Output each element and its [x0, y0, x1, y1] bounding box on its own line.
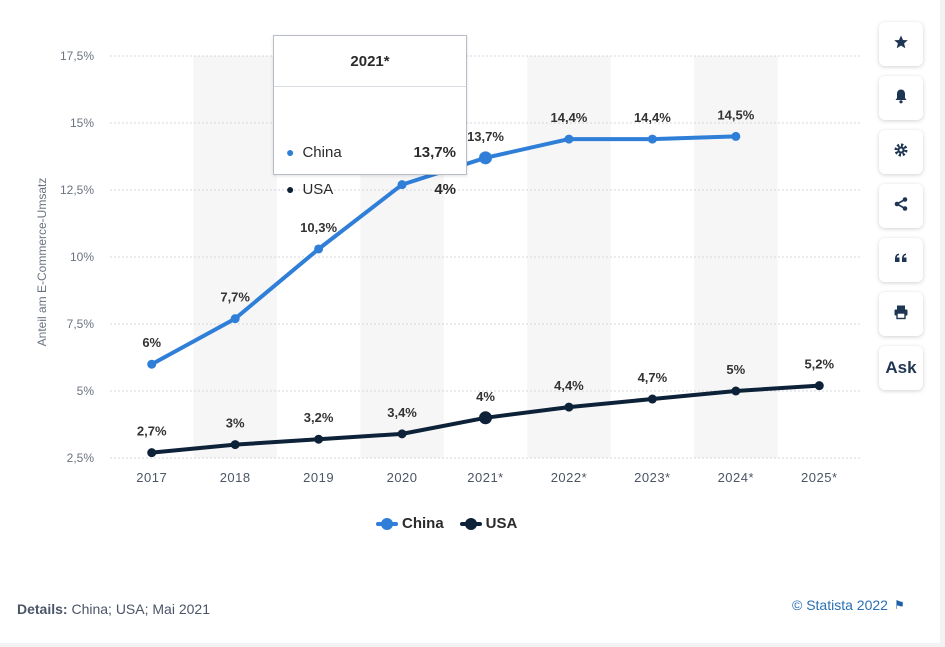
data-label: 4% — [476, 389, 495, 404]
column-band — [527, 56, 611, 458]
y-axis-label: Anteil am E-Commerce-Umsatz — [35, 178, 49, 347]
x-tick-label: 2023* — [634, 470, 670, 485]
data-label: 13,7% — [467, 129, 504, 144]
quote-icon — [893, 250, 909, 271]
cite-button[interactable] — [879, 238, 923, 282]
data-point — [814, 381, 824, 391]
data-point — [564, 134, 574, 144]
data-point — [647, 134, 657, 144]
data-label: 4,7% — [638, 370, 668, 385]
print-icon — [893, 304, 909, 325]
data-point — [731, 131, 741, 141]
data-point — [731, 386, 741, 396]
tooltip-title: 2021* — [274, 36, 466, 87]
tooltip-series-name: China — [302, 143, 342, 161]
x-tick-label: 2024* — [718, 470, 754, 485]
data-point — [314, 434, 324, 444]
data-label: 5,2% — [804, 357, 834, 372]
data-point — [230, 314, 240, 324]
tooltip-row-china: ● China 13,7% — [286, 142, 456, 162]
data-point — [647, 394, 657, 404]
legend-item-china[interactable]: China — [376, 515, 444, 532]
details-label: Details: — [17, 601, 68, 617]
toolbar: Ask — [879, 22, 923, 400]
x-tick-label: 2018 — [220, 470, 251, 485]
y-tick-label: 2,5% — [67, 451, 95, 465]
source-label: © Statista 2022 — [792, 597, 888, 613]
share-icon — [893, 196, 909, 217]
bell-icon — [893, 88, 909, 109]
y-tick-label: 5% — [77, 384, 95, 398]
ask-label: Ask — [885, 358, 917, 377]
details-text: Details: China; USA; Mai 2021 — [17, 601, 210, 617]
ask-button[interactable]: Ask — [879, 346, 923, 390]
data-point — [314, 244, 324, 254]
x-tick-label: 2021* — [467, 470, 503, 485]
data-label: 5% — [726, 362, 745, 377]
settings-button[interactable] — [879, 130, 923, 174]
data-point — [479, 151, 492, 165]
x-tick-label: 2025* — [801, 470, 837, 485]
y-tick-label: 7,5% — [67, 317, 95, 331]
y-tick-label: 10% — [70, 250, 94, 264]
legend-item-usa[interactable]: USA — [459, 515, 518, 532]
share-button[interactable] — [879, 184, 923, 228]
data-point — [147, 359, 157, 369]
data-point — [564, 402, 574, 412]
data-label: 10,3% — [300, 220, 337, 235]
flag-icon[interactable]: ⚑ — [893, 598, 905, 612]
legend-label-china: China — [402, 515, 444, 532]
x-tick-label: 2019 — [303, 470, 334, 485]
legend-swatch-usa — [459, 517, 482, 530]
data-label: 3,4% — [387, 405, 417, 420]
x-tick-label: 2022* — [551, 470, 587, 485]
tooltip-dot-china: ● — [286, 144, 295, 160]
legend-swatch-china — [376, 517, 398, 530]
y-tick-label: 12,5% — [60, 183, 94, 197]
details-value: China; USA; Mai 2021 — [67, 601, 210, 617]
chart-legend: China USA — [376, 515, 533, 532]
data-point — [230, 440, 240, 450]
data-label: 7,7% — [220, 290, 250, 305]
star-icon — [893, 34, 909, 55]
tooltip-series-value: 13,7% — [413, 143, 456, 161]
data-label: 3% — [226, 416, 245, 431]
data-label: 3,2% — [304, 410, 334, 425]
x-tick-label: 2020 — [387, 470, 418, 485]
tooltip-dot-usa: ● — [286, 181, 295, 197]
y-tick-label: 17,5% — [60, 49, 94, 63]
data-point — [479, 411, 492, 425]
chart-tooltip: 2021* ● China 13,7% ● USA 4% — [273, 35, 467, 198]
notification-button[interactable] — [879, 76, 923, 120]
tooltip-series-name: USA — [302, 180, 334, 198]
data-label: 14,5% — [717, 107, 754, 122]
print-button[interactable] — [879, 292, 923, 336]
data-point — [147, 448, 157, 458]
x-tick-label: 2017 — [136, 470, 167, 485]
favorite-button[interactable] — [879, 22, 923, 66]
data-label: 14,4% — [551, 110, 588, 125]
data-label: 2,7% — [137, 424, 167, 439]
data-point — [397, 180, 407, 190]
tooltip-series-value: 4% — [434, 180, 456, 198]
legend-label-usa: USA — [485, 515, 518, 532]
tooltip-row-usa: ● USA 4% — [286, 179, 456, 199]
data-label: 6% — [142, 335, 161, 350]
data-label: 4,4% — [554, 378, 584, 393]
gear-icon — [893, 142, 909, 163]
data-label: 14,4% — [634, 110, 671, 125]
data-point — [397, 429, 407, 439]
source-link[interactable]: © Statista 2022 ⚑ — [792, 597, 905, 613]
y-tick-label: 15% — [70, 116, 94, 130]
